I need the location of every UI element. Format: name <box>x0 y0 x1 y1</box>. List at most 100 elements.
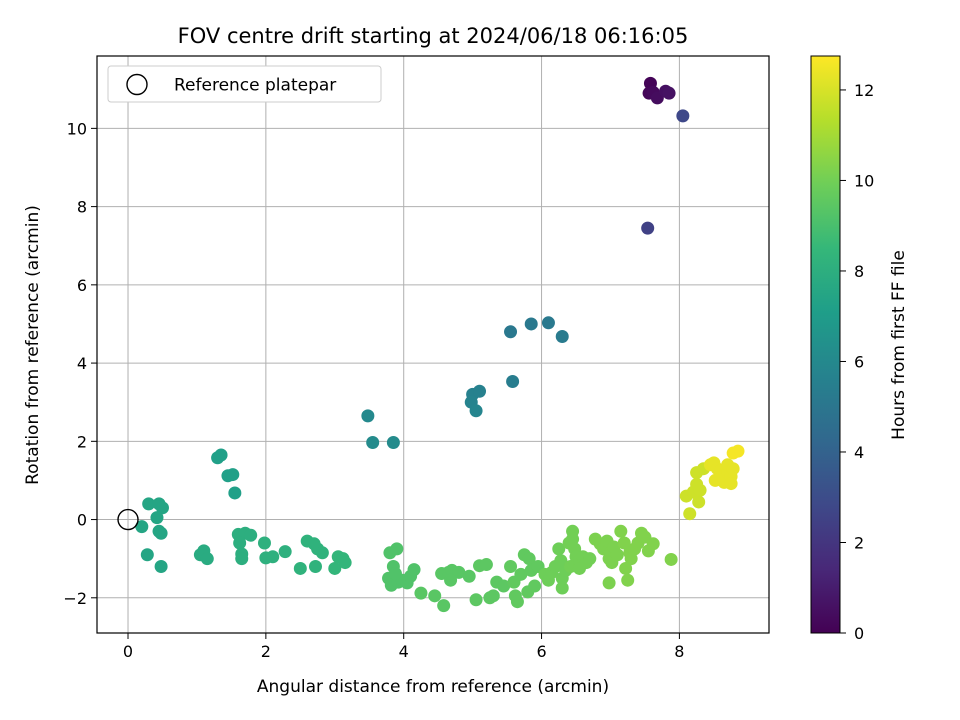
data-point <box>366 435 380 449</box>
data-point <box>646 537 660 551</box>
data-point <box>142 497 156 511</box>
colorbar-tick-label: 8 <box>854 262 864 281</box>
grid-lines <box>97 56 769 633</box>
data-point <box>621 573 635 587</box>
data-point <box>497 579 511 593</box>
data-point <box>315 546 329 560</box>
data-point <box>154 559 168 573</box>
x-tick-label: 6 <box>536 642 546 661</box>
data-point <box>541 316 555 330</box>
y-tick-label: 6 <box>77 276 87 295</box>
colorbar-tick-label: 4 <box>854 443 864 462</box>
data-point <box>522 552 536 566</box>
data-point <box>469 593 483 607</box>
y-tick-label: −2 <box>63 589 87 608</box>
data-point <box>662 86 676 100</box>
reference-marker-layer <box>117 508 139 531</box>
data-point <box>278 545 292 559</box>
data-point <box>693 483 707 497</box>
data-points <box>135 76 745 613</box>
colorbar-tick-label: 6 <box>854 352 864 371</box>
y-tick-label: 4 <box>77 354 87 373</box>
data-point <box>676 109 690 123</box>
data-point <box>486 589 500 603</box>
x-axis-label: Angular distance from reference (arcmin) <box>257 677 609 697</box>
data-point <box>386 435 400 449</box>
x-tick-label: 4 <box>399 642 409 661</box>
data-point <box>226 468 240 482</box>
data-point <box>692 495 706 509</box>
data-point <box>414 586 428 600</box>
data-point <box>506 374 520 388</box>
data-point <box>361 409 375 423</box>
data-point <box>664 552 678 566</box>
data-point <box>328 561 342 575</box>
data-point <box>572 561 586 575</box>
colorbar-tick-label: 2 <box>854 533 864 552</box>
data-point <box>566 532 580 546</box>
legend-entry-reference: Reference platepar <box>174 76 336 96</box>
data-point <box>552 542 566 556</box>
colorbar-tick-label: 0 <box>854 624 864 643</box>
data-point <box>214 448 228 462</box>
data-point <box>266 550 280 564</box>
reference-platepar-marker <box>117 508 139 531</box>
data-point <box>528 579 542 593</box>
y-tick-label: 10 <box>67 119 87 138</box>
data-point <box>155 501 169 515</box>
colorbar <box>810 55 841 634</box>
data-point <box>683 507 697 521</box>
data-point <box>555 329 569 343</box>
data-point <box>388 567 402 581</box>
data-point <box>244 528 258 542</box>
x-axis-ticks: 0 2 4 6 8 <box>123 633 684 661</box>
x-tick-label: 0 <box>123 642 133 661</box>
data-point <box>233 536 247 550</box>
data-point <box>524 317 538 331</box>
data-point <box>726 462 740 476</box>
colorbar-tick-label: 12 <box>854 81 874 100</box>
legend: Reference platepar <box>107 65 382 103</box>
data-point <box>724 477 738 491</box>
data-point <box>462 569 476 583</box>
data-point <box>473 384 487 398</box>
data-point <box>554 554 568 568</box>
data-point <box>469 404 483 418</box>
data-point <box>437 599 451 613</box>
data-point <box>479 558 493 572</box>
data-point <box>150 511 164 525</box>
y-tick-label: 2 <box>77 432 87 451</box>
data-point <box>510 595 524 609</box>
colorbar-label: Hours from first FF file <box>889 250 909 440</box>
data-point <box>140 548 154 562</box>
data-point <box>338 556 352 570</box>
y-axis-label: Rotation from reference (arcmin) <box>23 205 43 485</box>
data-point <box>235 552 249 566</box>
data-point <box>407 563 421 577</box>
data-point <box>583 552 597 566</box>
y-axis-ticks: −2 0 2 4 6 8 10 <box>63 119 97 608</box>
data-point <box>624 552 638 566</box>
data-point <box>614 524 628 538</box>
data-point <box>504 325 518 339</box>
data-point <box>152 524 166 538</box>
y-tick-label: 0 <box>77 511 87 530</box>
y-tick-label: 8 <box>77 198 87 217</box>
x-tick-label: 8 <box>674 642 684 661</box>
x-tick-label: 2 <box>261 642 271 661</box>
data-point <box>602 576 616 590</box>
colorbar-tick-label: 10 <box>854 171 874 190</box>
data-point <box>293 561 307 575</box>
data-point <box>135 520 149 534</box>
data-point <box>257 536 271 550</box>
plot-frame <box>96 55 770 634</box>
data-point <box>555 581 569 595</box>
data-point <box>452 565 466 579</box>
data-point <box>504 559 518 573</box>
data-point <box>428 589 442 603</box>
legend-marker-icon <box>126 73 148 96</box>
data-point <box>390 542 404 556</box>
data-point <box>228 486 242 500</box>
legend-box <box>107 65 382 103</box>
